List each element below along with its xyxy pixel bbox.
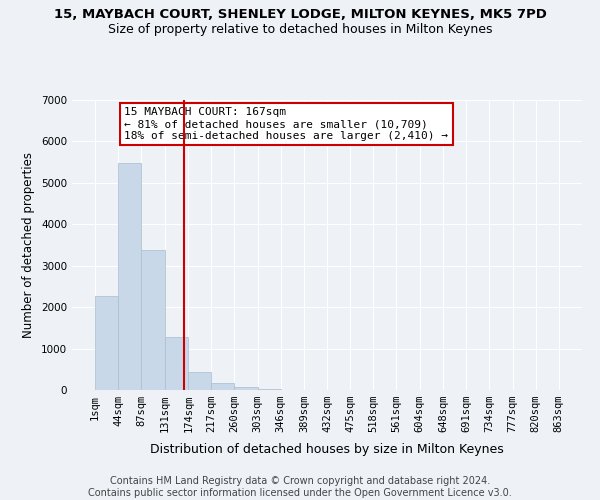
Text: Contains HM Land Registry data © Crown copyright and database right 2024.
Contai: Contains HM Land Registry data © Crown c…	[88, 476, 512, 498]
Bar	[165, 336, 188, 390]
Text: 15 MAYBACH COURT: 167sqm
← 81% of detached houses are smaller (10,709)
18% of se: 15 MAYBACH COURT: 167sqm ← 81% of detach…	[124, 108, 448, 140]
Bar	[211, 383, 235, 390]
Bar	[142, 250, 165, 390]
Bar	[257, 389, 281, 390]
Text: 15, MAYBACH COURT, SHENLEY LODGE, MILTON KEYNES, MK5 7PD: 15, MAYBACH COURT, SHENLEY LODGE, MILTON…	[53, 8, 547, 20]
Bar	[235, 387, 257, 390]
Bar	[188, 372, 211, 390]
Bar	[118, 163, 142, 390]
Y-axis label: Number of detached properties: Number of detached properties	[22, 152, 35, 338]
Text: Distribution of detached houses by size in Milton Keynes: Distribution of detached houses by size …	[150, 442, 504, 456]
Bar	[95, 296, 118, 390]
Text: Size of property relative to detached houses in Milton Keynes: Size of property relative to detached ho…	[108, 22, 492, 36]
